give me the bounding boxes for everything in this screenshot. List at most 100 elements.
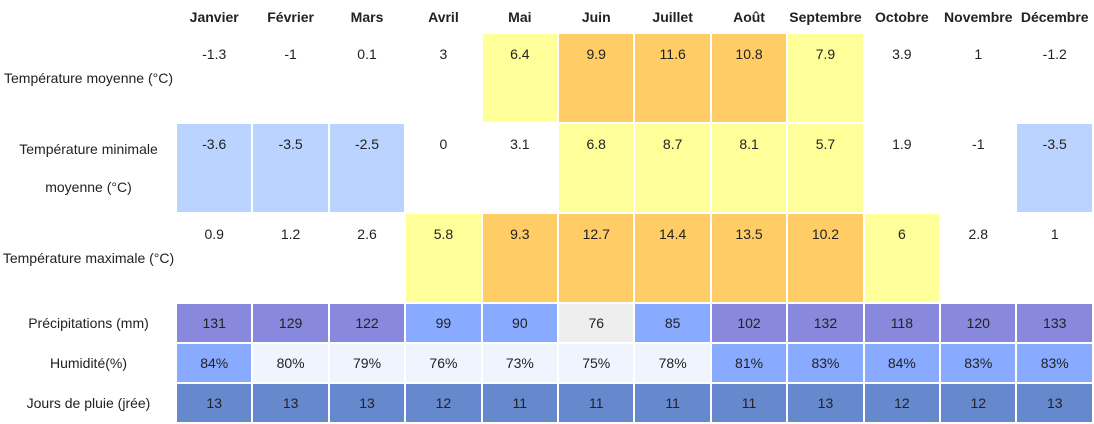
- value-cell: 3: [406, 34, 481, 122]
- month-header: Novembre: [941, 2, 1016, 32]
- value-cell: 102: [711, 304, 787, 342]
- value-cell: 7.9: [788, 34, 863, 122]
- value-cell: 8.1: [711, 124, 787, 212]
- value-cell: 3.1: [482, 124, 558, 212]
- value-cell: -1: [941, 124, 1016, 212]
- value-cell: 1.2: [253, 214, 328, 302]
- month-header: Septembre: [788, 2, 863, 32]
- value-cell: 1: [941, 34, 1016, 122]
- table-row: Jours de pluie (jrée) 13 13 13 12 11 11 11 11 13 1…: [2, 384, 1092, 422]
- value-cell: 0.1: [329, 34, 405, 122]
- value-cell: 80%: [253, 344, 328, 382]
- value-cell: 12: [941, 384, 1016, 422]
- value-cell: 132: [788, 304, 863, 342]
- value-cell: 99: [406, 304, 481, 342]
- value-cell: 12: [406, 384, 481, 422]
- value-cell: 0: [406, 124, 481, 212]
- value-cell: 120: [941, 304, 1016, 342]
- month-header: Décembre: [1017, 2, 1092, 32]
- month-header: Juillet: [635, 2, 710, 32]
- value-cell: 11: [482, 384, 558, 422]
- value-cell: 14.4: [635, 214, 710, 302]
- value-cell: 12: [864, 384, 940, 422]
- table-row: Température moyenne (°C) -1.3 -1 0.1 3 6.4 9.9…: [2, 34, 1092, 122]
- table-body: Température moyenne (°C) -1.3 -1 0.1 3 6.4 9.9…: [2, 34, 1092, 422]
- value-cell: 13: [253, 384, 328, 422]
- value-cell: 83%: [1017, 344, 1092, 382]
- value-cell: 6: [864, 214, 940, 302]
- value-cell: -3.6: [177, 124, 252, 212]
- value-cell: 75%: [559, 344, 634, 382]
- value-cell: 12.7: [559, 214, 634, 302]
- value-cell: 122: [329, 304, 405, 342]
- value-cell: 133: [1017, 304, 1092, 342]
- row-label: Jours de pluie (jrée): [2, 384, 175, 422]
- month-header: Mars: [329, 2, 405, 32]
- value-cell: 5.8: [406, 214, 481, 302]
- value-cell: 0.9: [177, 214, 252, 302]
- value-cell: 10.2: [788, 214, 863, 302]
- row-label: Température maximale (°C): [2, 214, 175, 302]
- value-cell: 9.3: [482, 214, 558, 302]
- month-header: Mai: [482, 2, 558, 32]
- table-row: Température maximale (°C) 0.9 1.2 2.6 5.8 9.3…: [2, 214, 1092, 302]
- value-cell: 76%: [406, 344, 481, 382]
- value-cell: 11: [711, 384, 787, 422]
- value-cell: 76: [559, 304, 634, 342]
- value-cell: 1.9: [864, 124, 940, 212]
- value-cell: 85: [635, 304, 710, 342]
- value-cell: -1: [253, 34, 328, 122]
- value-cell: 5.7: [788, 124, 863, 212]
- month-header: Février: [253, 2, 328, 32]
- value-cell: 2.8: [941, 214, 1016, 302]
- table-row: Température minimale moyenne (°C) -3.6 -3.…: [2, 124, 1092, 212]
- value-cell: 13: [1017, 384, 1092, 422]
- row-label: Précipitations (mm): [2, 304, 175, 342]
- value-cell: -3.5: [1017, 124, 1092, 212]
- table-row: Humidité(%) 84% 80% 79% 76% 73% 75% 78% 81% 83% 84…: [2, 344, 1092, 382]
- value-cell: 78%: [635, 344, 710, 382]
- value-cell: 84%: [864, 344, 940, 382]
- value-cell: 3.9: [864, 34, 940, 122]
- value-cell: 13: [177, 384, 252, 422]
- month-header: Janvier: [177, 2, 252, 32]
- month-header: Octobre: [864, 2, 940, 32]
- value-cell: 13: [329, 384, 405, 422]
- value-cell: 2.6: [329, 214, 405, 302]
- value-cell: 11: [559, 384, 634, 422]
- value-cell: 8.7: [635, 124, 710, 212]
- value-cell: 129: [253, 304, 328, 342]
- value-cell: 13.5: [711, 214, 787, 302]
- value-cell: -3.5: [253, 124, 328, 212]
- value-cell: -2.5: [329, 124, 405, 212]
- row-label: Température moyenne (°C): [2, 34, 175, 122]
- value-cell: 9.9: [559, 34, 634, 122]
- value-cell: 81%: [711, 344, 787, 382]
- row-label: Humidité(%): [2, 344, 175, 382]
- value-cell: 73%: [482, 344, 558, 382]
- month-header: Août: [711, 2, 787, 32]
- value-cell: 10.8: [711, 34, 787, 122]
- value-cell: 90: [482, 304, 558, 342]
- value-cell: 6.8: [559, 124, 634, 212]
- value-cell: 13: [788, 384, 863, 422]
- value-cell: -1.2: [1017, 34, 1092, 122]
- header-row: Janvier Février Mars Avril Mai Juin Juil…: [2, 2, 1092, 32]
- value-cell: 6.4: [482, 34, 558, 122]
- value-cell: 84%: [177, 344, 252, 382]
- value-cell: 11.6: [635, 34, 710, 122]
- value-cell: 83%: [941, 344, 1016, 382]
- month-header: Avril: [406, 2, 481, 32]
- corner-cell: [2, 2, 175, 32]
- value-cell: 118: [864, 304, 940, 342]
- value-cell: 131: [177, 304, 252, 342]
- table-row: Précipitations (mm) 131 129 122 99 90 76 85 102 1…: [2, 304, 1092, 342]
- value-cell: -1.3: [177, 34, 252, 122]
- month-header: Juin: [559, 2, 634, 32]
- value-cell: 1: [1017, 214, 1092, 302]
- value-cell: 79%: [329, 344, 405, 382]
- value-cell: 11: [635, 384, 710, 422]
- row-label: Température minimale moyenne (°C): [2, 124, 175, 212]
- value-cell: 83%: [788, 344, 863, 382]
